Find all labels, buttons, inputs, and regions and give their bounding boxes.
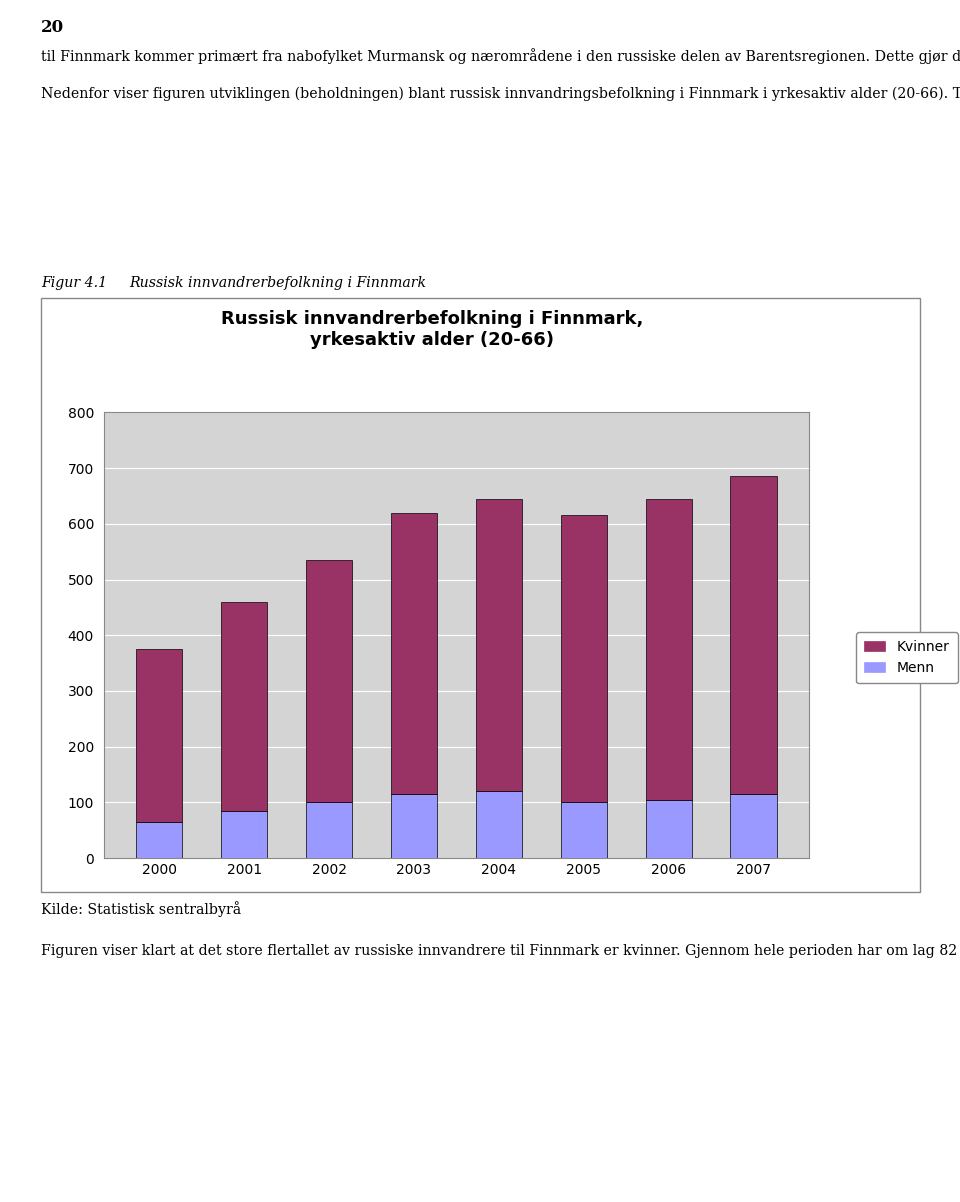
- Bar: [305, 560, 352, 803]
- Text: Russisk innvandrerbefolkning i Finnmark,
yrkesaktiv alder (20-66): Russisk innvandrerbefolkning i Finnmark,…: [222, 310, 643, 349]
- Bar: [561, 516, 608, 803]
- Text: Figuren viser klart at det store flertallet av russiske innvandrere til Finnmark: Figuren viser klart at det store flertal…: [41, 942, 960, 958]
- Bar: [731, 476, 778, 795]
- Bar: [221, 602, 268, 811]
- Bar: [305, 803, 352, 858]
- Bar: [731, 795, 778, 858]
- Bar: [645, 499, 692, 799]
- Bar: [645, 799, 692, 858]
- Text: Kilde: Statistisk sentralbyrå: Kilde: Statistisk sentralbyrå: [41, 902, 241, 917]
- Text: Russisk innvandrerbefolkning i Finnmark: Russisk innvandrerbefolkning i Finnmark: [130, 276, 426, 291]
- Bar: [475, 499, 522, 791]
- Legend: Kvinner, Menn: Kvinner, Menn: [856, 632, 957, 684]
- Bar: [221, 811, 268, 858]
- Text: til Finnmark kommer primært fra nabofylket Murmansk og nærområdene i den russisk: til Finnmark kommer primært fra nabofylk…: [41, 48, 960, 101]
- Bar: [135, 649, 182, 822]
- Bar: [391, 512, 438, 795]
- Text: 20: 20: [41, 19, 64, 36]
- Bar: [475, 791, 522, 858]
- Bar: [391, 795, 438, 858]
- Bar: [135, 822, 182, 858]
- Text: Figur 4.1: Figur 4.1: [41, 276, 108, 291]
- Bar: [561, 803, 608, 858]
